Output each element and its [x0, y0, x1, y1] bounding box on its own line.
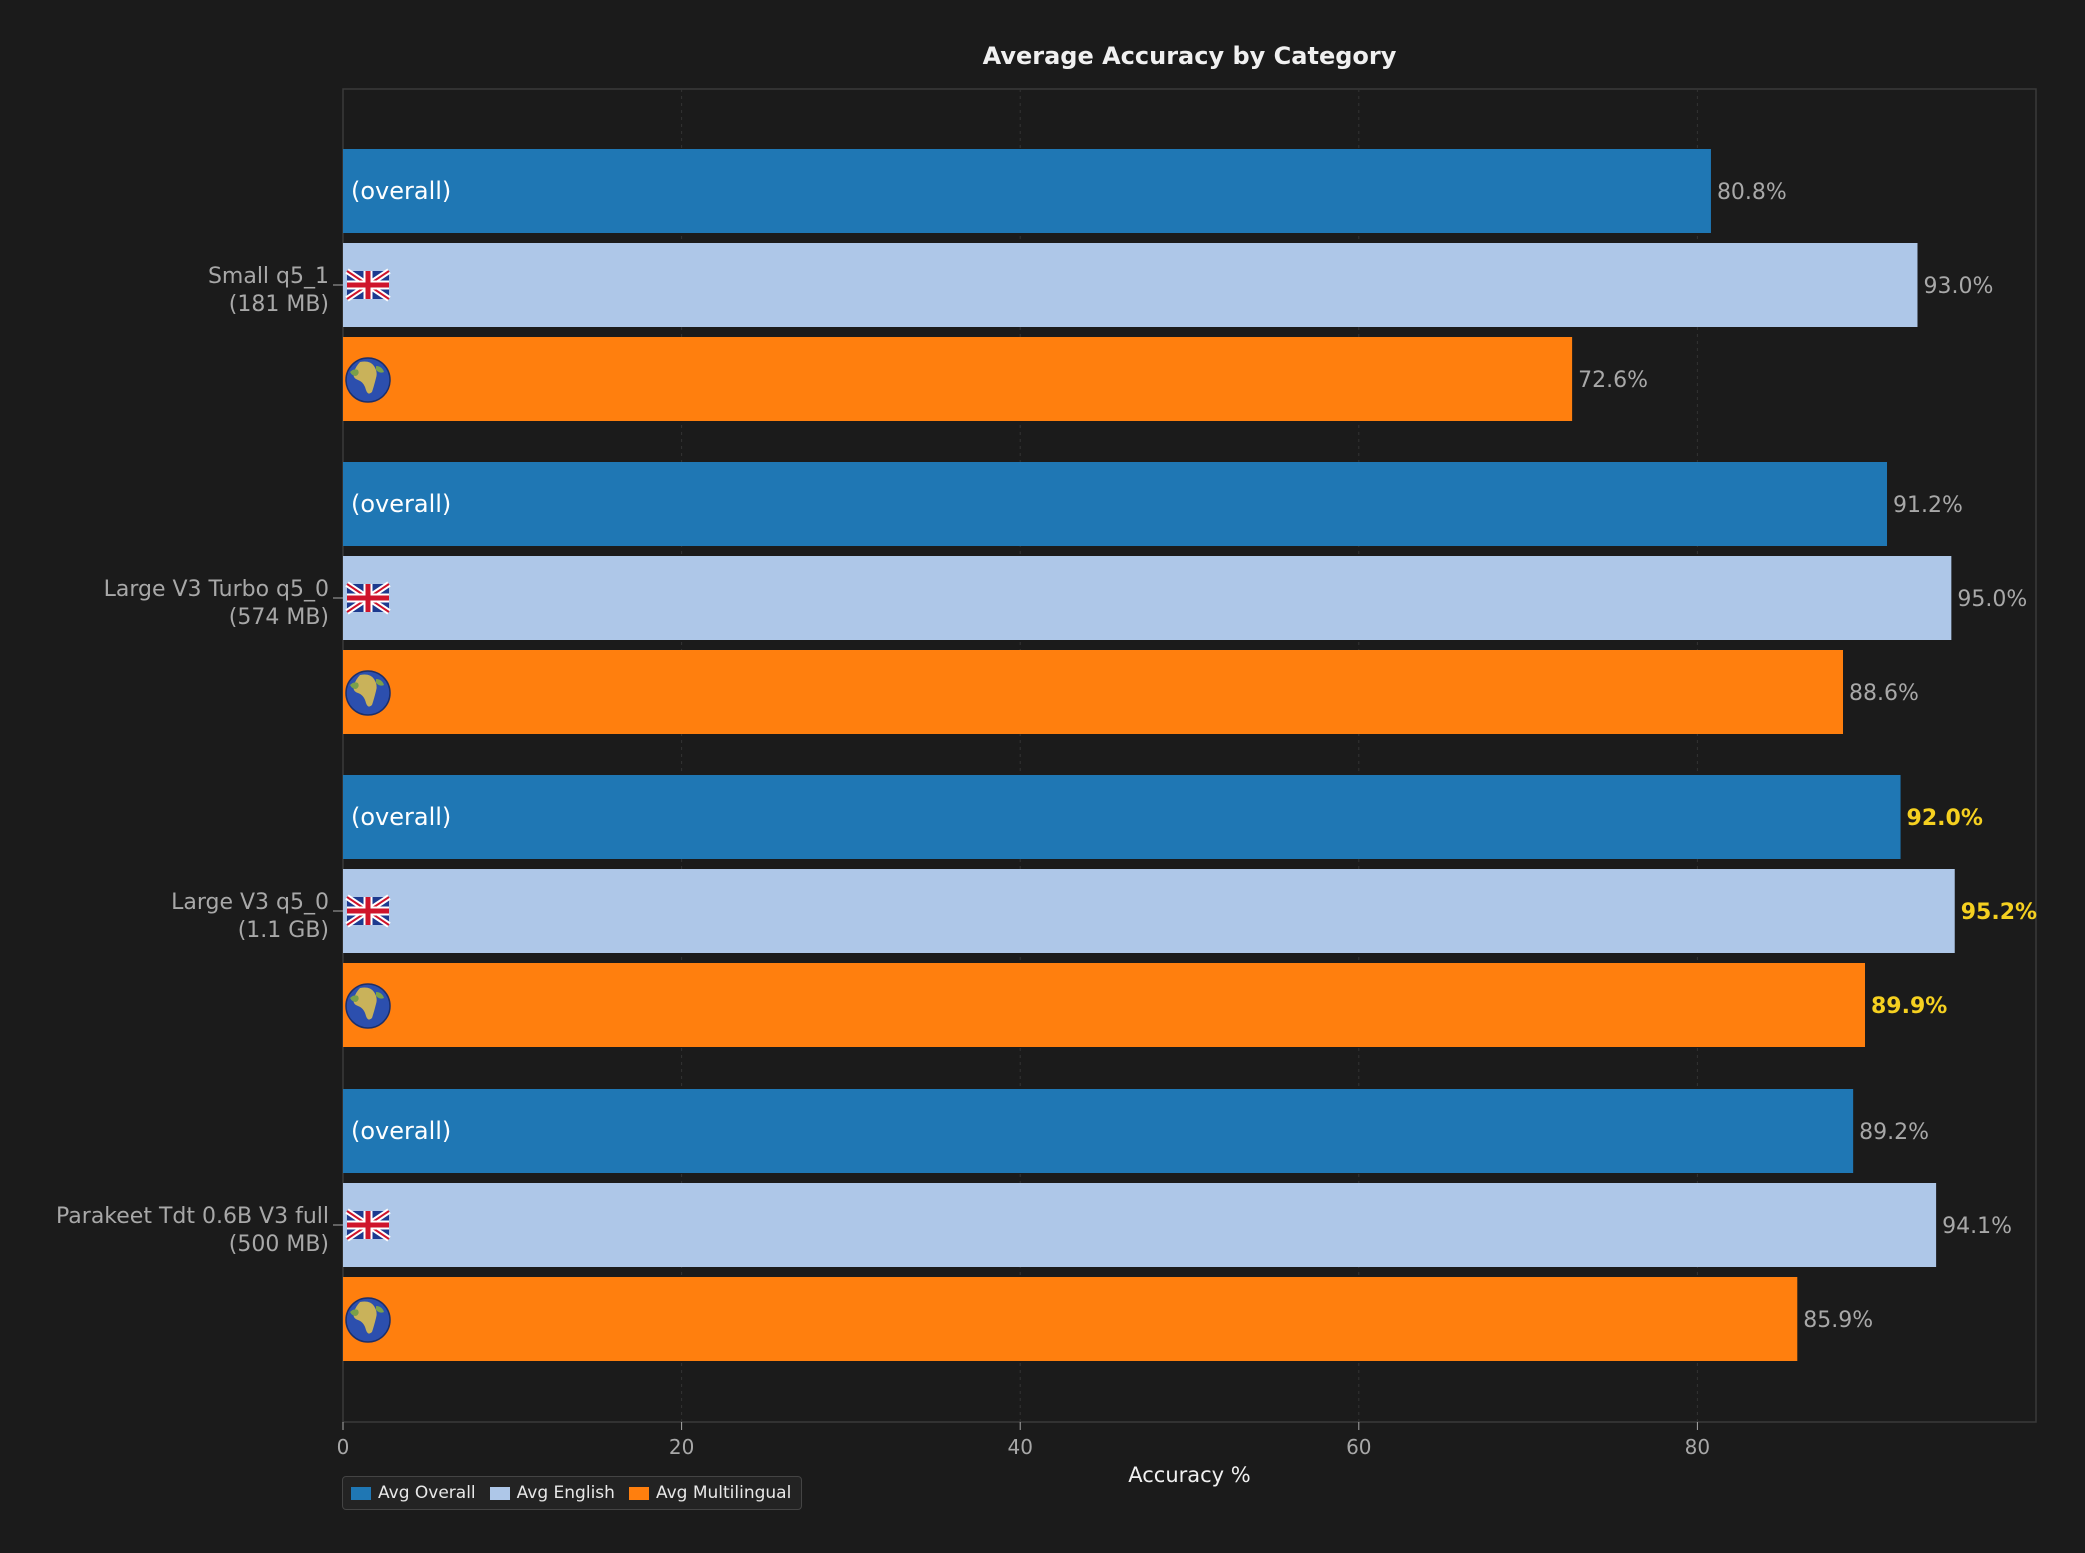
globe-icon [345, 357, 391, 403]
flag-cross-red [347, 584, 389, 612]
legend-item: Avg Multilingual [628, 1483, 792, 1503]
bar [343, 556, 1952, 640]
x-tick-label: 0 [337, 1435, 350, 1459]
bar-inner-label: (overall) [351, 1117, 451, 1145]
bar-inner-label: (overall) [351, 177, 451, 205]
legend-item: Avg Overall [351, 1483, 476, 1503]
x-tick-label: 20 [669, 1435, 694, 1459]
flag-cross-red [347, 1211, 389, 1239]
data-label: 89.9% [1871, 994, 1947, 1019]
data-label: 95.2% [1961, 900, 2037, 925]
globe-icon [345, 1297, 391, 1343]
data-label: 85.9% [1803, 1308, 1873, 1333]
uk-flag-icon [345, 268, 391, 302]
globe-land [353, 361, 377, 394]
bar-inner-label: (overall) [351, 803, 451, 831]
data-label: 93.0% [1923, 274, 1993, 299]
uk-flag-icon [345, 894, 391, 928]
globe-icon [345, 670, 391, 716]
uk-flag-icon [345, 581, 391, 615]
x-axis-label: Accuracy % [1128, 1463, 1251, 1487]
flag-cross-red [347, 897, 389, 925]
category-label: Small q5_1 [208, 264, 329, 289]
bar [343, 243, 1918, 327]
category-size-label: (574 MB) [229, 605, 329, 630]
category-label: Large V3 q5_0 [171, 890, 329, 915]
globe-icon [345, 983, 391, 1029]
globe-land [353, 987, 377, 1020]
legend-swatch [489, 1486, 510, 1500]
category-size-label: (500 MB) [229, 1232, 329, 1257]
chart-legend: Avg Overall Avg English Avg Multilingual [342, 1476, 803, 1510]
legend-label: Avg English [516, 1483, 615, 1503]
data-label: 91.2% [1893, 493, 1963, 518]
bar-inner-label: (overall) [351, 490, 451, 518]
legend-label: Avg Overall [378, 1483, 476, 1503]
bar [343, 462, 1888, 546]
bar [343, 650, 1843, 734]
category-size-label: (1.1 GB) [238, 918, 329, 943]
category-label: Large V3 Turbo q5_0 [104, 577, 329, 602]
bar [343, 1183, 1937, 1267]
globe-land [353, 1301, 377, 1334]
x-tick-label: 60 [1346, 1435, 1371, 1459]
data-label: 94.1% [1942, 1214, 2012, 1239]
bar [343, 775, 1901, 859]
category-label: Parakeet Tdt 0.6B V3 full [56, 1204, 329, 1229]
bar [343, 1089, 1854, 1173]
globe-land [353, 674, 377, 707]
bar [343, 149, 1711, 233]
x-tick-label: 80 [1685, 1435, 1710, 1459]
legend-swatch [628, 1486, 649, 1500]
data-label: 72.6% [1578, 368, 1648, 393]
flag-cross-red [347, 271, 389, 299]
globe-land [350, 682, 359, 689]
data-label: 80.8% [1717, 180, 1787, 205]
legend-swatch [351, 1486, 371, 1500]
uk-flag-icon [345, 1208, 391, 1242]
bar [343, 869, 1955, 953]
globe-land [350, 995, 359, 1002]
chart-title: Average Accuracy by Category [983, 42, 1397, 70]
globe-land [376, 366, 384, 373]
bar [343, 337, 1573, 421]
x-tick-label: 40 [1007, 1435, 1032, 1459]
legend-item: Avg English [489, 1483, 615, 1503]
bar [343, 963, 1866, 1047]
globe-land [350, 369, 359, 376]
globe-land [376, 1306, 384, 1313]
data-label: 89.2% [1859, 1120, 1929, 1145]
globe-land [376, 679, 384, 686]
legend-label: Avg Multilingual [655, 1483, 792, 1503]
data-label: 95.0% [1957, 587, 2027, 612]
data-label: 92.0% [1907, 806, 1983, 831]
bar [343, 1277, 1798, 1361]
category-size-label: (181 MB) [229, 292, 329, 317]
globe-land [350, 1309, 359, 1316]
globe-land [376, 992, 384, 999]
data-label: 88.6% [1849, 681, 1919, 706]
